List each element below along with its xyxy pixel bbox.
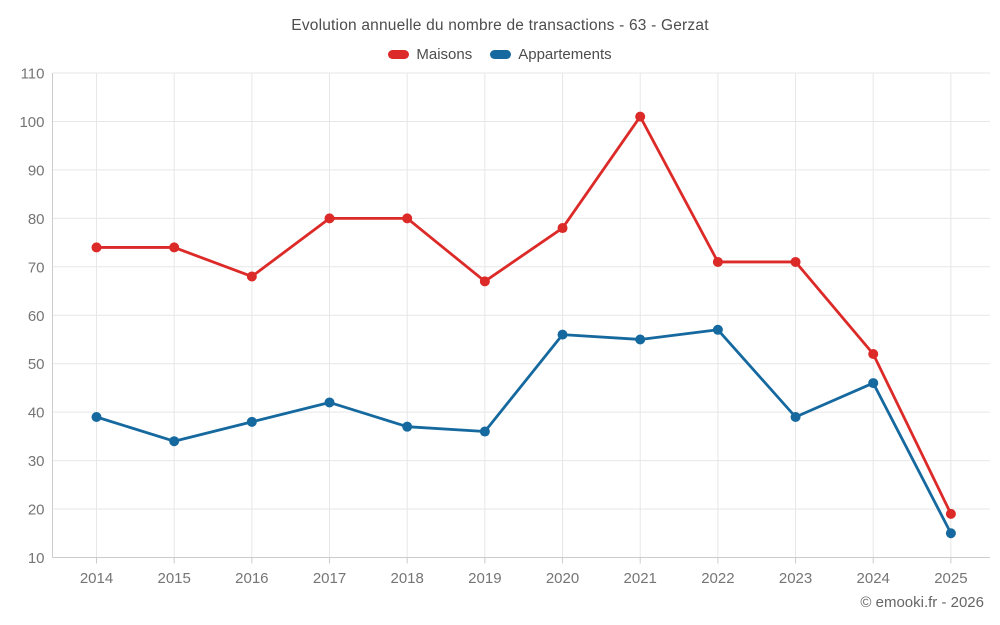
svg-text:2025: 2025 (934, 570, 967, 587)
svg-text:2016: 2016 (235, 570, 268, 587)
svg-text:2015: 2015 (157, 570, 190, 587)
copyright-text: © emooki.fr - 2026 (860, 594, 984, 611)
svg-text:80: 80 (28, 211, 45, 228)
svg-text:60: 60 (28, 308, 45, 325)
svg-text:90: 90 (28, 162, 45, 179)
legend-label-maisons: Maisons (416, 46, 473, 63)
svg-text:2020: 2020 (546, 570, 579, 587)
svg-text:20: 20 (28, 502, 45, 519)
legend-label-appartements: Appartements (518, 46, 612, 63)
svg-text:2023: 2023 (779, 570, 812, 587)
legend-item-appartements[interactable]: Appartements (490, 46, 612, 63)
svg-text:2021: 2021 (624, 570, 657, 587)
svg-text:2019: 2019 (468, 570, 501, 587)
svg-text:2024: 2024 (857, 570, 890, 587)
svg-text:50: 50 (28, 356, 45, 373)
svg-text:2022: 2022 (701, 570, 734, 587)
svg-text:2018: 2018 (391, 570, 424, 587)
svg-text:70: 70 (28, 259, 45, 276)
maisons-series-swatch-icon (388, 50, 410, 59)
svg-text:10: 10 (28, 550, 45, 567)
legend-item-maisons[interactable]: Maisons (388, 46, 472, 63)
svg-text:30: 30 (28, 453, 45, 470)
svg-text:2017: 2017 (313, 570, 346, 587)
chart-title: Evolution annuelle du nombre de transact… (291, 17, 709, 34)
svg-text:100: 100 (19, 114, 44, 131)
legend: Maisons Appartements (0, 46, 1000, 63)
svg-text:2014: 2014 (80, 570, 113, 587)
appartements-series-swatch-icon (490, 50, 512, 59)
svg-text:40: 40 (28, 405, 45, 422)
svg-text:110: 110 (21, 66, 45, 83)
